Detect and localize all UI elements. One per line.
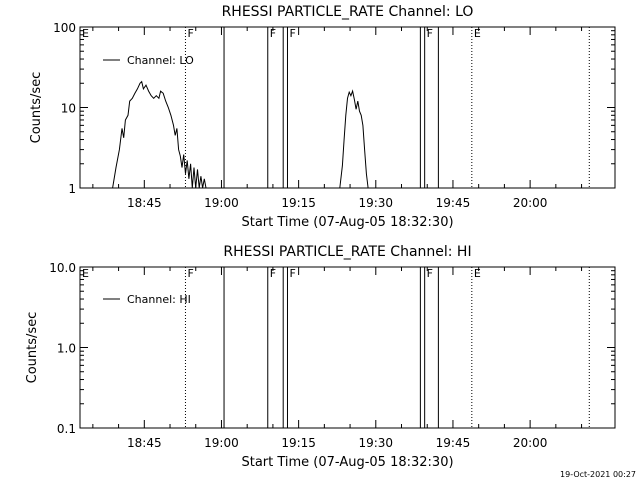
chart-2-y-tick-label: 0.1 <box>57 422 76 436</box>
chart-2-y-axis-label: Counts/sec <box>25 312 40 384</box>
chart-2-x-tick-label: 19:30 <box>358 436 393 450</box>
chart-1-x-tick-label: 19:45 <box>436 196 471 210</box>
chart-1-y-tick-label: 1 <box>68 182 76 196</box>
chart-2-x-tick-label: 20:00 <box>513 436 548 450</box>
chart-1-x-tick-label: 18:45 <box>127 196 162 210</box>
chart-1-flag-label: E <box>82 27 89 40</box>
chart-1-flag-label: F <box>289 27 295 40</box>
chart-2-x-axis-label: Start Time (07-Aug-05 18:32:30) <box>241 455 453 470</box>
footer-timestamp: 19-Oct-2021 00:27 <box>560 470 636 479</box>
chart-1-y-tick-label: 10 <box>61 102 76 116</box>
chart-2-flag-label: E <box>82 267 89 280</box>
chart-1-x-tick-label: 19:00 <box>204 196 239 210</box>
chart-2-flag-label: E <box>474 267 481 280</box>
chart-2-x-tick-label: 18:45 <box>127 436 162 450</box>
chart-2-x-tick-label: 19:45 <box>436 436 471 450</box>
chart-1-flag-label: F <box>187 27 193 40</box>
chart-2-flag-label: F <box>187 267 193 280</box>
chart-2-flag-label: F <box>289 267 295 280</box>
chart-2-title: RHESSI PARTICLE_RATE Channel: HI <box>223 244 471 260</box>
chart-2-legend-label: Channel: HI <box>127 293 191 306</box>
chart-2-y-tick-label: 1.0 <box>57 342 76 356</box>
chart-2-plot-frame <box>79 266 616 429</box>
chart-1-series-1-line <box>112 80 207 189</box>
chart-1-y-tick-label: 100 <box>53 21 76 35</box>
chart-1-x-tick-label: 20:00 <box>513 196 548 210</box>
chart-1-flag-label: E <box>474 27 481 40</box>
chart-1-flag-label: F <box>427 27 433 40</box>
chart-2-x-tick-label: 19:00 <box>204 436 239 450</box>
chart-1-title: RHESSI PARTICLE_RATE Channel: LO <box>222 4 474 20</box>
chart-1-x-tick-label: 19:30 <box>358 196 393 210</box>
chart-1-y-axis-label: Counts/sec <box>29 72 44 144</box>
chart-1-x-tick-label: 19:15 <box>281 196 316 210</box>
chart-1-flag-label: F <box>270 27 276 40</box>
chart-2-flag-label: F <box>270 267 276 280</box>
chart-1-x-axis-label: Start Time (07-Aug-05 18:32:30) <box>241 215 453 230</box>
chart-1-legend-label: Channel: LO <box>127 54 194 67</box>
chart-1-series-1-line <box>339 89 369 189</box>
chart-2-x-tick-label: 19:15 <box>281 436 316 450</box>
chart-2-flag-label: F <box>427 267 433 280</box>
chart-1-plot-frame <box>79 26 616 189</box>
chart-2-y-tick-label: 10.0 <box>49 261 76 275</box>
